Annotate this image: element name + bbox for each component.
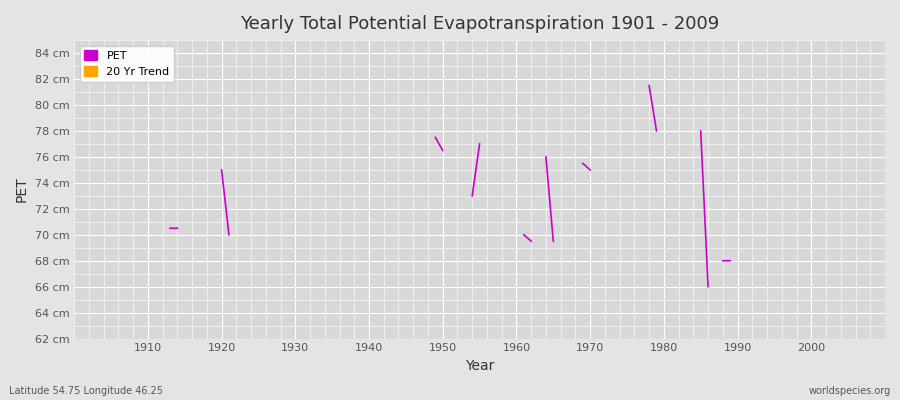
Y-axis label: PET: PET (15, 176, 29, 202)
Text: Latitude 54.75 Longitude 46.25: Latitude 54.75 Longitude 46.25 (9, 386, 163, 396)
Text: worldspecies.org: worldspecies.org (809, 386, 891, 396)
Title: Yearly Total Potential Evapotranspiration 1901 - 2009: Yearly Total Potential Evapotranspiratio… (240, 15, 719, 33)
Legend: PET, 20 Yr Trend: PET, 20 Yr Trend (80, 46, 174, 82)
X-axis label: Year: Year (465, 359, 494, 373)
